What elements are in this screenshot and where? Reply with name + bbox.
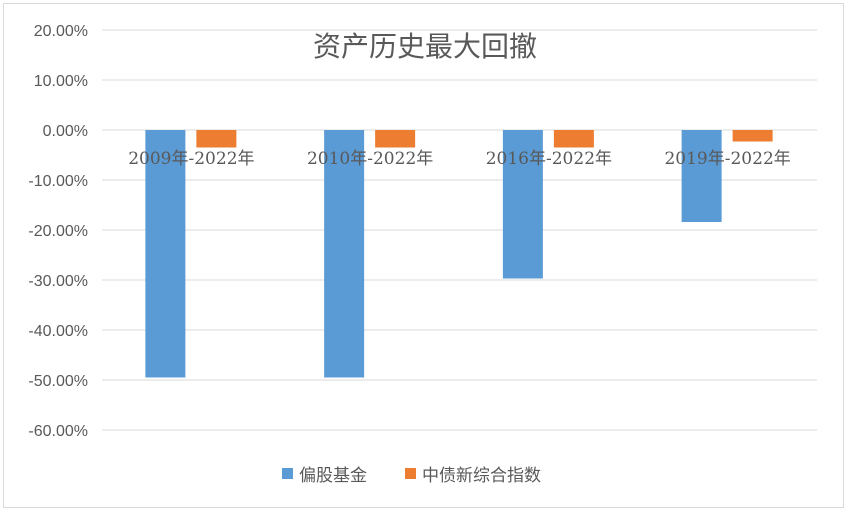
y-tick-label: 10.00% (34, 73, 88, 90)
bar-bond-index (375, 130, 416, 148)
y-axis-tick-labels: 20.00% 10.00% 0.00% -10.00% -20.00% -30.00% -4… (28, 23, 88, 440)
bar-equity-fund (145, 130, 186, 378)
chart-frame (3, 3, 844, 508)
category-label: 2009年-2022年 (128, 149, 254, 169)
y-tick-label: -50.00% (28, 373, 88, 390)
legend-swatch (405, 468, 416, 479)
bar-equity-fund (324, 130, 365, 378)
y-tick-label: 0.00% (43, 123, 88, 140)
bars (145, 130, 773, 378)
y-tick-label: 20.00% (34, 23, 88, 40)
legend-label: 中债新综合指数 (422, 466, 541, 486)
bar-equity-fund (502, 130, 543, 279)
y-tick-label: -30.00% (28, 273, 88, 290)
gridlines (102, 29, 817, 431)
y-tick-label: -60.00% (28, 423, 88, 440)
bar-bond-index (732, 130, 773, 142)
legend-label: 偏股基金 (299, 466, 367, 486)
category-labels: 2009年-2022年 2010年-2022年 2016年-2022年 2019年-2… (128, 149, 791, 169)
bar-equity-fund (681, 130, 722, 222)
y-tick-label: -10.00% (28, 173, 88, 190)
y-tick-label: -20.00% (28, 223, 88, 240)
chart-title: 资产历史最大回撤 (313, 30, 537, 63)
bar-bond-index (196, 130, 237, 148)
category-label: 2010年-2022年 (307, 149, 433, 169)
category-label: 2016年-2022年 (486, 149, 612, 169)
y-tick-label: -40.00% (28, 323, 88, 340)
category-label: 2019年-2022年 (664, 149, 790, 169)
legend: 偏股基金 中债新综合指数 (282, 466, 541, 486)
bar-bond-index (553, 130, 594, 148)
legend-swatch (282, 468, 293, 479)
